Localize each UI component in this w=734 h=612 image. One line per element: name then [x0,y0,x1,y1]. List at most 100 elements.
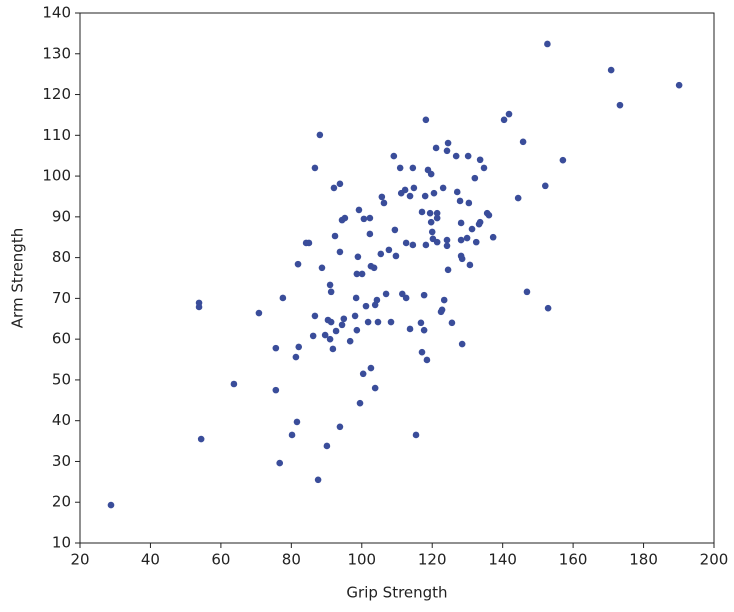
data-point [353,326,361,334]
data-point [316,131,324,139]
data-point [466,261,474,269]
y-axis-label: Arm Strength [9,228,27,328]
data-point [443,147,451,155]
data-point [346,337,354,345]
data-point [616,101,624,109]
data-point [472,238,480,246]
data-point [426,209,434,217]
data-point [514,194,522,202]
data-point [380,199,388,207]
data-point [197,435,205,443]
data-point [326,281,334,289]
data-point [401,186,409,194]
data-point [279,294,287,302]
data-point [417,319,425,327]
data-point [444,266,452,274]
data-point [309,332,317,340]
data-point [427,170,435,178]
data-point [438,306,446,314]
data-point [318,264,326,272]
data-point [382,290,390,298]
data-point [390,152,398,160]
data-point [480,164,488,172]
data-point [410,184,418,192]
x-tick-label: 40 [141,551,160,569]
y-tick-label: 20 [52,493,71,511]
data-point [458,340,466,348]
y-tick-label: 130 [42,44,71,62]
data-point [443,242,451,250]
data-point [402,294,410,302]
y-tick-label: 10 [52,534,71,552]
data-point [412,431,420,439]
data-point [505,110,513,118]
data-point [294,260,302,268]
data-point [421,192,429,200]
data-point [330,184,338,192]
data-point [288,431,296,439]
data-point [420,326,428,334]
x-tick-label: 80 [282,551,301,569]
data-point [370,264,378,272]
data-point [406,192,414,200]
data-point [559,156,567,164]
data-point [427,218,435,226]
y-tick-label: 90 [52,207,71,225]
data-point [272,386,280,394]
data-point [311,312,319,320]
data-point [364,318,372,326]
data-point [468,225,476,233]
data-point [327,318,335,326]
data-point [293,418,301,426]
data-point [272,344,280,352]
x-tick-label: 140 [488,551,517,569]
data-point [351,312,359,320]
data-point [355,206,363,214]
data-point [433,214,441,222]
data-point [107,501,115,509]
data-point [366,214,374,222]
data-point [336,248,344,256]
data-point [456,197,464,205]
x-tick-label: 120 [418,551,447,569]
x-tick-label: 200 [700,551,729,569]
data-point [675,81,683,89]
data-point [463,234,471,242]
y-tick-label: 60 [52,330,71,348]
data-point [422,241,430,249]
data-point [409,241,417,249]
data-point [387,318,395,326]
data-point [396,164,404,172]
data-point [336,180,344,188]
data-point [444,139,452,147]
data-point [607,66,615,74]
data-point [356,399,364,407]
data-point [373,296,381,304]
data-point [523,288,531,296]
data-point [352,294,360,302]
data-point [392,252,400,260]
data-point [440,296,448,304]
data-point [230,380,238,388]
data-point [366,230,374,238]
x-axis-label: Grip Strength [346,584,447,602]
data-point [418,348,426,356]
data-point [360,215,368,223]
y-tick-label: 120 [42,85,71,103]
data-point [292,353,300,361]
data-point [476,156,484,164]
data-point [422,116,430,124]
data-point [418,208,426,216]
data-point [452,152,460,160]
data-point [336,423,344,431]
data-point [391,226,399,234]
data-point [409,164,417,172]
data-point [464,152,472,160]
data-point [377,250,385,258]
data-point [457,219,465,227]
data-point [255,309,263,317]
data-point [453,188,461,196]
data-point [430,189,438,197]
y-tick-label: 70 [52,289,71,307]
